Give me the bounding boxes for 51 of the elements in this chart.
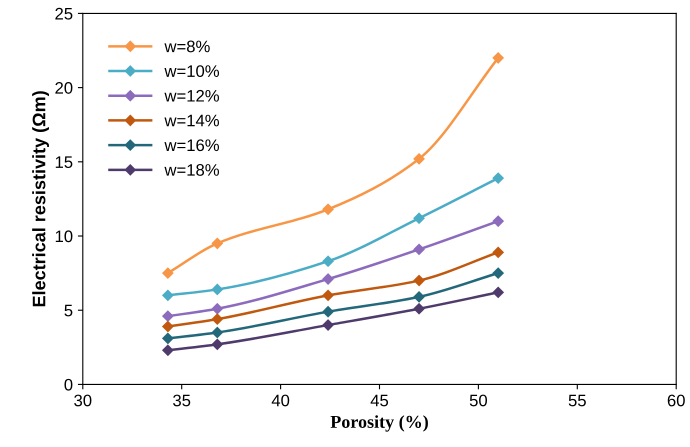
- point: [212, 338, 223, 350]
- y-tick-label: 10: [56, 230, 72, 242]
- x-tick-label: 40: [272, 394, 290, 406]
- point: [413, 291, 425, 302]
- point: [322, 319, 334, 331]
- y-tick-label: 20: [55, 82, 72, 94]
- point: [413, 244, 425, 255]
- y-tick-label: 0: [64, 378, 72, 391]
- x-tick-label: 55: [568, 394, 586, 406]
- legend-label: w=8%: [164, 40, 210, 52]
- x-tick-label: 35: [173, 394, 190, 406]
- point: [322, 256, 334, 267]
- x-axis-title: Porosity (%): [330, 415, 428, 432]
- legend-label: w=18%: [164, 164, 219, 176]
- point: [492, 268, 504, 279]
- point: [162, 320, 174, 332]
- point: [492, 286, 504, 298]
- point: [492, 216, 504, 227]
- point: [212, 284, 223, 296]
- point: [322, 306, 334, 318]
- point: [492, 172, 504, 184]
- x-tick-label: 45: [370, 394, 388, 406]
- legend-label: w=10%: [164, 65, 219, 78]
- point: [212, 238, 223, 250]
- point: [162, 332, 174, 344]
- point: [413, 212, 425, 224]
- point: [162, 344, 174, 356]
- legend-label: w=12%: [164, 90, 219, 102]
- point: [322, 204, 334, 215]
- point: [492, 246, 504, 258]
- point: [162, 268, 174, 279]
- x-tick-label: 50: [470, 394, 488, 406]
- legend-label: w=16%: [164, 139, 219, 152]
- y-tick-label: 25: [55, 8, 72, 20]
- point: [413, 153, 425, 164]
- y-tick-label: 5: [64, 304, 72, 316]
- point: [413, 303, 425, 314]
- legend-label: w=14%: [164, 114, 219, 126]
- point: [162, 290, 174, 301]
- y-axis-title: Electrical resistivity (Ωm): [32, 91, 49, 306]
- x-tick-label: 30: [74, 394, 92, 406]
- point: [492, 52, 504, 64]
- y-tick-label: 15: [56, 156, 72, 168]
- point: [322, 290, 334, 301]
- point: [413, 274, 425, 286]
- point: [212, 314, 223, 325]
- point: [162, 310, 174, 322]
- x-tick-label: 60: [668, 394, 685, 406]
- point: [322, 273, 334, 285]
- point: [212, 326, 223, 338]
- point: [212, 303, 223, 314]
